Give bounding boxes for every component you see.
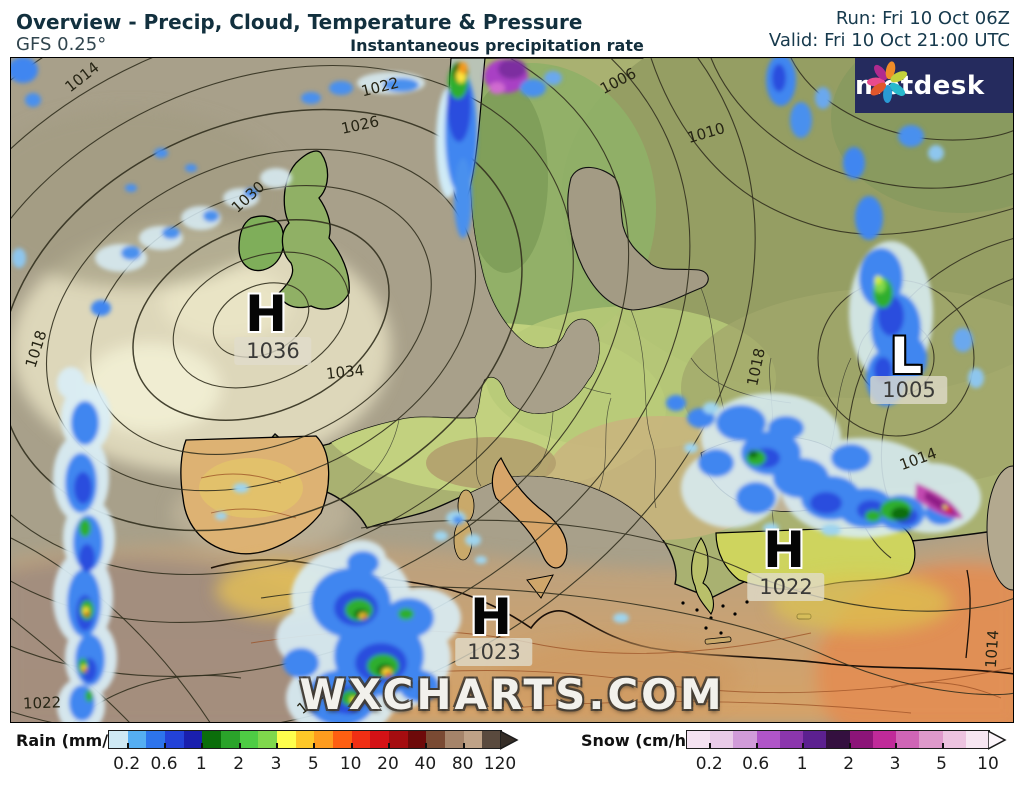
rain-tick-mark <box>276 743 278 748</box>
rain-tick-label: 120 <box>483 754 517 774</box>
snow-tick-labels: 0.2 0.6 1 2 3 5 10 <box>686 750 999 774</box>
rain-tick-mark <box>201 743 204 748</box>
pressure-center-value: 1036 <box>234 337 312 365</box>
rain-color-cell <box>146 731 166 748</box>
rain-tick-label: 10 <box>339 754 362 774</box>
snow-color-cell <box>733 731 757 748</box>
rain-color-cell <box>239 731 259 748</box>
rain-tick-label: 3 <box>270 754 282 774</box>
weather-map: 1014 1022 1026 1030 1034 1018 1006 1010 1018 1014… <box>10 57 1014 723</box>
pressure-center-value: 1023 <box>455 638 533 666</box>
rain-color-cell <box>351 731 371 748</box>
rain-color-cell <box>463 731 483 748</box>
rain-tick-label: 20 <box>377 754 399 774</box>
metdesk-star-icon <box>867 61 908 103</box>
rain-color-cell <box>314 731 334 748</box>
rain-tick-mark <box>164 743 166 748</box>
snow-legend-label: Snow (cm/hr) <box>581 731 702 750</box>
valid-time: Valid: Fri 10 Oct 21:00 UTC <box>768 30 1010 51</box>
rain-color-cell <box>258 731 278 748</box>
snow-tick-mark <box>895 743 898 748</box>
layer-subtitle: Instantaneous precipitation rate <box>350 36 644 55</box>
snow-tick-mark <box>848 743 851 748</box>
rain-tick-mark <box>126 743 129 748</box>
rain-color-cell <box>277 731 296 748</box>
weather-map-graphic <box>11 58 1013 722</box>
snow-tick-mark <box>941 743 944 748</box>
snow-color-cell <box>826 731 850 748</box>
snow-color-cell <box>942 731 966 748</box>
rain-tick-label: 5 <box>307 754 319 774</box>
snow-color-cell <box>687 731 711 748</box>
snow-colorbar <box>686 729 1007 750</box>
snow-tick-label: 0.2 <box>695 754 723 774</box>
rain-tick-label: 2 <box>233 754 245 774</box>
snow-tick-label: 3 <box>889 754 901 774</box>
snow-color-cell <box>710 731 734 748</box>
metdesk-logo: metdesk <box>855 58 1013 113</box>
snow-tick-mark <box>709 743 712 748</box>
rain-tick-label: 0.6 <box>150 754 178 774</box>
snow-tick-label: 2 <box>843 754 855 774</box>
snow-color-cell <box>756 731 780 748</box>
watermark: WXCHARTS.COM <box>299 670 725 719</box>
rain-color-cell <box>389 731 408 748</box>
snow-color-cell <box>849 731 873 748</box>
snow-tick-label: 0.6 <box>742 754 770 774</box>
rain-tick-mark <box>388 743 390 748</box>
run-time: Run: Fri 10 Oct 06Z <box>835 8 1010 29</box>
rain-color-cell <box>183 731 203 748</box>
rain-color-cell <box>109 731 128 748</box>
rain-tick-mark <box>462 743 465 748</box>
pressure-center-value: 1022 <box>747 573 825 601</box>
snow-tick-mark <box>802 743 805 748</box>
snow-tick-label: 10 <box>977 754 999 774</box>
pressure-center-high-letter: H <box>245 285 287 343</box>
snow-color-cell <box>779 731 804 748</box>
rain-color-cell <box>445 731 464 748</box>
rain-tick-mark <box>425 743 428 748</box>
rain-colorbar <box>108 729 519 750</box>
isobar-label: 1014 <box>981 629 1003 669</box>
rain-color-cell <box>333 731 352 748</box>
header: Overview - Precip, Cloud, Temperature & … <box>0 0 1024 57</box>
rain-tick-label: 1 <box>195 754 207 774</box>
rain-tick-labels: 0.2 0.6 1 2 3 5 10 20 40 80 120 <box>108 750 516 774</box>
rain-tick-label: 0.2 <box>113 754 141 774</box>
rain-color-cell <box>295 731 315 748</box>
snow-color-cell <box>803 731 827 748</box>
rain-legend-label: Rain (mm/hr) <box>16 731 135 750</box>
rain-color-cell <box>165 731 184 748</box>
rain-arrow-end <box>500 729 519 750</box>
snow-color-cell <box>872 731 897 748</box>
legend-bar: Rain (mm/hr) 0.2 0.6 1 2 3 5 10 20 40 80 120 Snow … <box>0 723 1024 785</box>
page-title: Overview - Precip, Cloud, Temperature & … <box>16 10 583 34</box>
rain-color-cell <box>221 731 240 748</box>
rain-tick-label: 40 <box>414 754 437 774</box>
snow-tick-label: 1 <box>796 754 808 774</box>
rain-tick-mark <box>350 743 353 748</box>
rain-color-cell <box>202 731 222 748</box>
rain-color-cell <box>127 731 147 748</box>
rain-color-cell <box>482 731 502 748</box>
pressure-center-low-letter: L <box>890 327 922 385</box>
snow-color-cell <box>965 731 990 748</box>
rain-color-cell <box>407 731 427 748</box>
rain-tick-mark <box>313 743 316 748</box>
rain-tick-mark <box>238 743 241 748</box>
rain-color-cell <box>370 731 390 748</box>
pressure-center-high-letter: H <box>470 588 512 646</box>
snow-tick-label: 5 <box>936 754 947 774</box>
snow-arrow-end <box>988 729 1007 750</box>
snow-color-cell <box>919 731 943 748</box>
snow-color-cell <box>896 731 920 748</box>
pressure-center-value: 1005 <box>870 376 948 404</box>
pressure-center-high-letter: H <box>763 521 805 579</box>
snow-tick-mark <box>755 743 758 748</box>
rain-tick-label: 80 <box>451 754 474 774</box>
model-label: GFS 0.25° <box>16 34 107 55</box>
rain-color-cell <box>426 731 446 748</box>
